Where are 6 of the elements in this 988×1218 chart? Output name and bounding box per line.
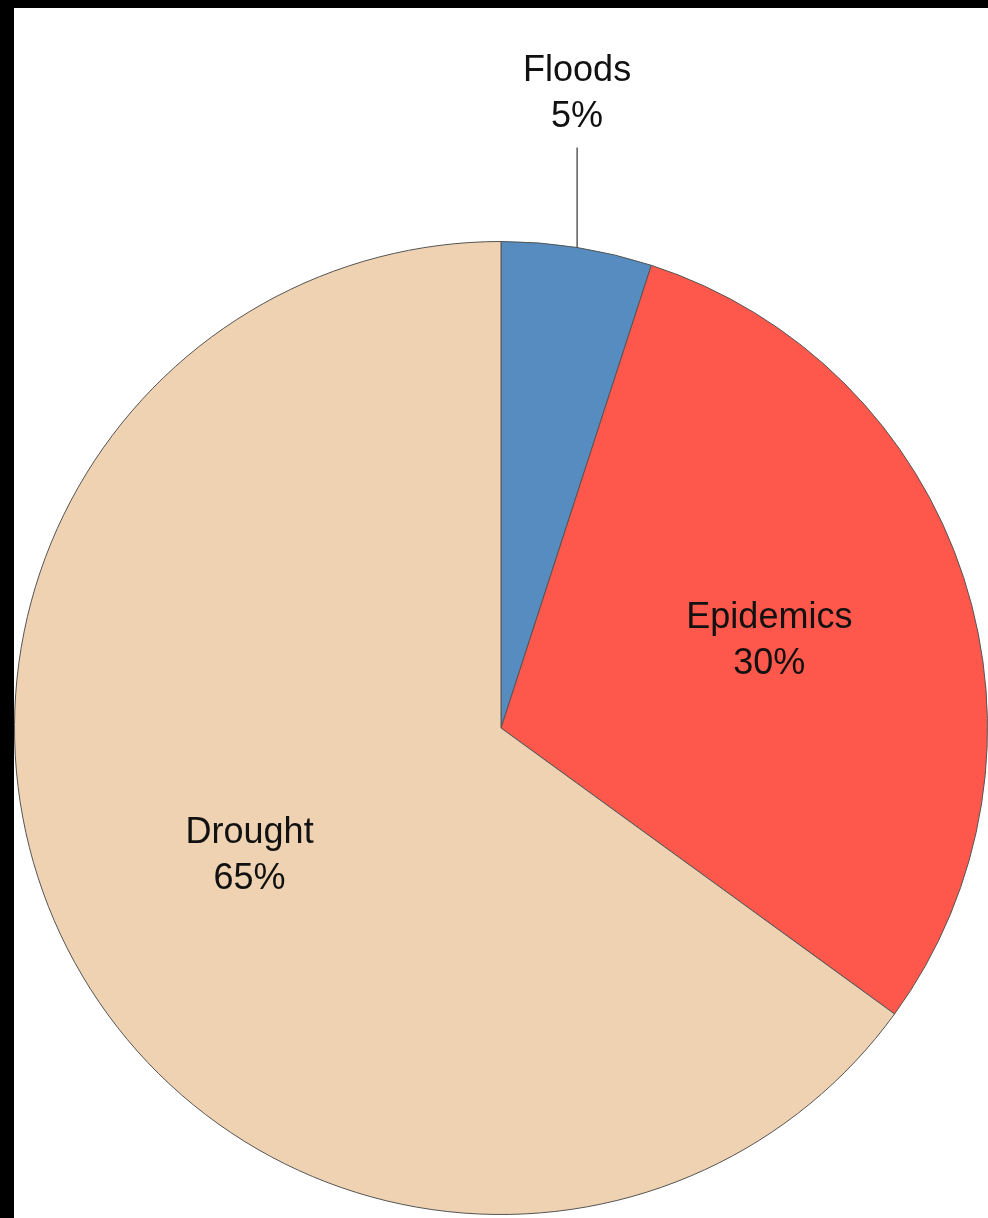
data-label: 30% — [733, 640, 806, 682]
slice-label: Floods — [523, 48, 632, 90]
slice-label: Drought — [185, 810, 314, 852]
data-label: 65% — [213, 856, 286, 898]
data-label: 5% — [551, 94, 604, 136]
slice-label: Epidemics — [686, 594, 853, 636]
